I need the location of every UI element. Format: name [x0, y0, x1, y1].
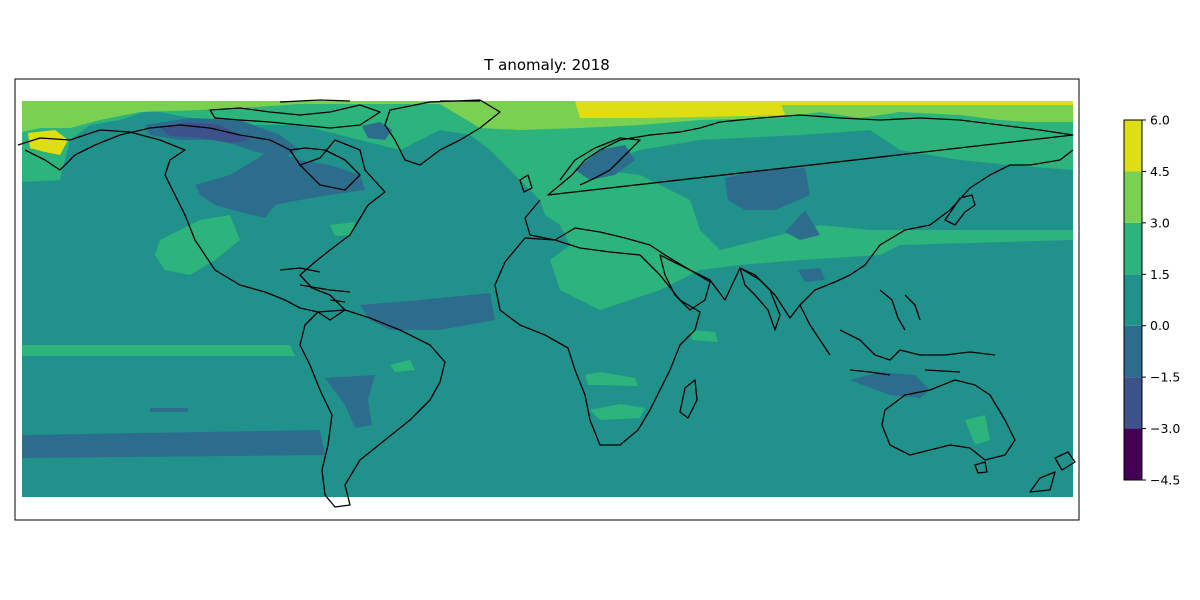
- colorbar-level-4: [1124, 222, 1142, 275]
- atlantic-warm: [330, 222, 355, 236]
- colorbar-tick-label: −1.5: [1150, 370, 1180, 385]
- colorbar-tick-label: 1.5: [1150, 267, 1170, 282]
- coastlines: [17, 99, 1076, 508]
- east-africa-warm: [690, 330, 718, 342]
- alaska-hot: [28, 130, 68, 155]
- siberia-hot: [575, 101, 785, 118]
- north-pacific-warm: [155, 215, 240, 275]
- anomaly-regions-warm: [22, 101, 1073, 445]
- colorbar-tick-label: −4.5: [1150, 473, 1180, 488]
- indonesia-cool: [850, 372, 930, 398]
- coastline-indonesia: [849, 349, 996, 376]
- europe-warm: [540, 170, 900, 310]
- africa-south-warm: [590, 404, 645, 420]
- canada-arctic-coolest: [160, 122, 250, 143]
- colorbar-tick-label: 4.5: [1150, 164, 1170, 179]
- greenland-cool: [362, 122, 392, 140]
- south-atlantic-small-cool: [150, 408, 188, 412]
- colorbar-level-6: [1124, 120, 1142, 172]
- south-atlantic-cool: [325, 375, 375, 428]
- colorbar-level-3: [1124, 274, 1142, 326]
- siberia-cool: [725, 168, 810, 210]
- africa-warm: [585, 372, 638, 386]
- coastline-caribbean: [279, 267, 351, 303]
- coastline-madagascar: [679, 379, 698, 419]
- arctic-band: [22, 101, 1073, 200]
- brazil-warm: [390, 360, 415, 372]
- central-asia-cool: [785, 210, 820, 240]
- coastline-australia: [881, 379, 1016, 461]
- coastline-british-isles: [519, 174, 533, 193]
- colorbar-tick-label: 6.0: [1150, 113, 1170, 128]
- colorbar-level-0: [1124, 428, 1142, 480]
- tropical-band: [22, 345, 295, 356]
- coastline-greenland: [384, 99, 501, 166]
- india-cool: [798, 268, 825, 282]
- colorbar-frame: [1123, 119, 1143, 481]
- arctic-top-strip: [780, 101, 1073, 105]
- coastline-south-america: [299, 309, 446, 508]
- coastline-scandinavia: [559, 137, 641, 186]
- coastline-new-zealand: [1029, 451, 1076, 493]
- coastline-africa: [494, 237, 701, 446]
- west-pacific-band: [870, 230, 1073, 245]
- north-america-cool: [195, 150, 365, 218]
- colorbar-tick-label: 3.0: [1150, 215, 1170, 230]
- coastline-hudson-bay: [289, 147, 361, 191]
- australia-warm: [965, 415, 990, 445]
- atlantic-tropical-cool: [360, 293, 495, 330]
- coastline-se-asia: [799, 289, 921, 361]
- coastline-arabia: [659, 254, 711, 311]
- map-title: T anomaly: 2018: [484, 56, 610, 74]
- colorbar-tick-label: −3.0: [1150, 421, 1180, 436]
- arctic-band-strong: [22, 101, 1073, 132]
- anomaly-regions-cool: [22, 118, 930, 458]
- coastline-india: [739, 267, 781, 331]
- scandinavia-cool: [575, 145, 635, 180]
- colorbar-level-2: [1124, 325, 1142, 378]
- colorbar-tick-label: 0.0: [1150, 318, 1170, 333]
- colorbar-level-1: [1124, 377, 1142, 429]
- colorbar-level-5: [1124, 171, 1142, 223]
- south-pacific-cool: [22, 430, 325, 458]
- coastline-eurasia: [524, 114, 1074, 319]
- coastline-tasmania: [974, 461, 988, 474]
- coastline-north-america: [17, 124, 386, 321]
- coastline-arctic-islands: [209, 99, 480, 129]
- coastline-japan: [944, 194, 976, 226]
